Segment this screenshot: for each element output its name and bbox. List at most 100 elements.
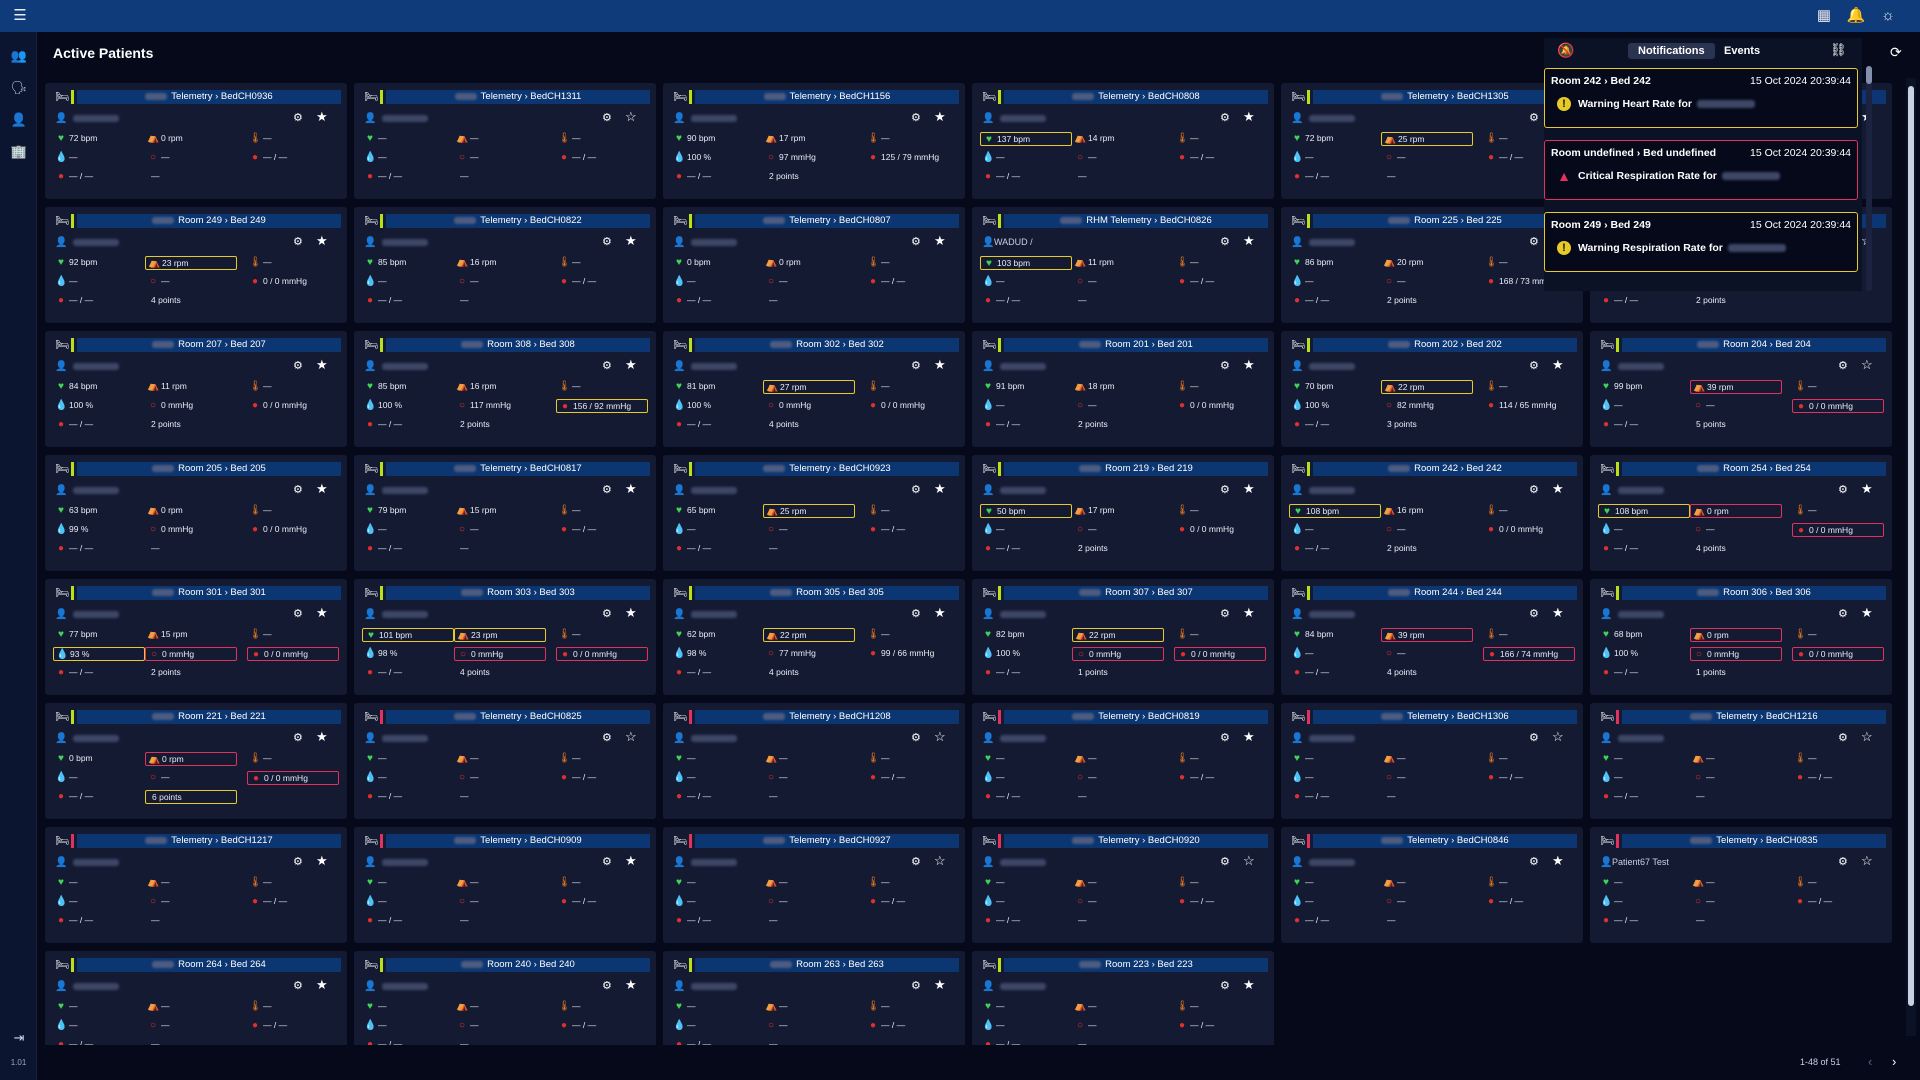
- table-icon[interactable]: ▦: [1816, 7, 1832, 24]
- patient-card[interactable]: 🛏 Room 305 › Bed 305 👤 ⚙ ★ ♥ 62 bpm ⛺ 22 rpm 🌡 — 💧 9…: [663, 579, 965, 695]
- assign-user-icon[interactable]: ⚙: [602, 112, 612, 124]
- star-filled-icon[interactable]: ★: [625, 233, 637, 248]
- patient-card[interactable]: 🛏 Room 263 › Bed 263 👤 ⚙ ★ ♥ — ⛺ — 🌡 — 💧 — ○ — ● — / — ● —…: [663, 951, 965, 1045]
- next-page-icon[interactable]: ›: [1892, 1054, 1897, 1069]
- star-filled-icon[interactable]: ★: [316, 853, 328, 868]
- star-outline-icon[interactable]: ☆: [625, 109, 637, 124]
- star-filled-icon[interactable]: ★: [1243, 233, 1255, 248]
- logout-icon[interactable]: ⇥: [13, 1030, 25, 1045]
- patient-card[interactable]: 🛏 RHM Telemetry › BedCH0826 👤WADUD / ⚙ ★ ♥ 103…: [972, 207, 1274, 323]
- star-filled-icon[interactable]: ★: [316, 977, 328, 992]
- star-filled-icon[interactable]: ★: [625, 605, 637, 620]
- patient-card[interactable]: 🛏 Room 242 › Bed 242 👤 ⚙ ★ ♥ 108 bpm ⛺ 16 rpm 🌡 — 💧…: [1281, 455, 1583, 571]
- patient-card[interactable]: 🛏 Telemetry › BedCH1216 👤 ⚙ ☆ ♥ — ⛺ — 🌡 — 💧 — ○ — ● — / …: [1590, 703, 1892, 819]
- star-filled-icon[interactable]: ★: [316, 605, 328, 620]
- assign-user-icon[interactable]: ⚙: [911, 112, 921, 124]
- star-filled-icon[interactable]: ★: [316, 357, 328, 372]
- star-filled-icon[interactable]: ★: [1861, 605, 1873, 620]
- star-filled-icon[interactable]: ★: [1552, 481, 1564, 496]
- assign-user-icon[interactable]: ⚙: [1838, 856, 1848, 868]
- patient-card[interactable]: 🛏 Telemetry › BedCH0819 👤 ⚙ ★ ♥ — ⛺ — 🌡 — 💧 — ○ — ● — / …: [972, 703, 1274, 819]
- star-filled-icon[interactable]: ★: [625, 481, 637, 496]
- patient-card[interactable]: 🛏 Telemetry › BedCH0808 👤 ⚙ ★ ♥ 137 bpm ⛺ 14 rpm…: [972, 83, 1274, 199]
- patient-card[interactable]: 🛏 Telemetry › BedCH0923 👤 ⚙ ★ ♥ 65 bpm ⛺ 25 rpm 🌡…: [663, 455, 965, 571]
- patient-card[interactable]: 🛏 Telemetry › BedCH0817 👤 ⚙ ★ ♥ 79 bpm ⛺ 15 rpm 🌡…: [354, 455, 656, 571]
- star-filled-icon[interactable]: ★: [1552, 357, 1564, 372]
- person-icon[interactable]: 👤: [10, 112, 28, 127]
- refresh-icon[interactable]: ⟳: [1890, 44, 1902, 60]
- star-filled-icon[interactable]: ★: [1243, 481, 1255, 496]
- patient-card[interactable]: 🛏 Room 201 › Bed 201 👤 ⚙ ★ ♥ 91 bpm ⛺ 18 rpm 🌡 — 💧 —…: [972, 331, 1274, 447]
- patients-icon[interactable]: 👥: [10, 48, 28, 63]
- patient-card[interactable]: 🛏 Room 244 › Bed 244 👤 ⚙ ★ ♥ 84 bpm ⛺ 39 rpm 🌡 — 💧 —…: [1281, 579, 1583, 695]
- star-outline-icon[interactable]: ☆: [1552, 729, 1564, 744]
- patient-card[interactable]: 🛏 Room 264 › Bed 264 👤 ⚙ ★ ♥ — ⛺ — 🌡 — 💧 — ○ — ● — / — ● —…: [45, 951, 347, 1045]
- prev-page-icon[interactable]: ‹: [1868, 1054, 1873, 1069]
- patient-card[interactable]: 🛏 Telemetry › BedCH0825 👤 ⚙ ☆ ♥ — ⛺ — 🌡 — 💧 — ○ — ● — / …: [354, 703, 656, 819]
- patient-card[interactable]: 🛏 Room 240 › Bed 240 👤 ⚙ ★ ♥ — ⛺ — 🌡 — 💧 — ○ — ● — / — ● —…: [354, 951, 656, 1045]
- patient-card[interactable]: 🛏 Telemetry › BedCH0920 👤 ⚙ ☆ ♥ — ⛺ — 🌡 — 💧 — ○ — ● — / …: [972, 827, 1274, 943]
- assign-user-icon[interactable]: ⚙: [911, 360, 921, 372]
- assign-user-icon[interactable]: ⚙: [293, 856, 303, 868]
- notifications-scrollbar[interactable]: [1866, 66, 1872, 291]
- assign-user-icon[interactable]: ⚙: [1220, 484, 1230, 496]
- assign-user-icon[interactable]: ⚙: [602, 732, 612, 744]
- star-filled-icon[interactable]: ★: [316, 729, 328, 744]
- assign-user-icon[interactable]: ⚙: [293, 236, 303, 248]
- star-filled-icon[interactable]: ★: [316, 109, 328, 124]
- menu-icon[interactable]: ☰: [13, 7, 27, 24]
- star-filled-icon[interactable]: ★: [934, 605, 946, 620]
- star-outline-icon[interactable]: ☆: [1243, 853, 1255, 868]
- star-filled-icon[interactable]: ★: [934, 357, 946, 372]
- patient-card[interactable]: 🛏 Telemetry › BedCH0822 👤 ⚙ ★ ♥ 85 bpm ⛺ 16 rpm 🌡…: [354, 207, 656, 323]
- patient-card[interactable]: 🛏 Room 207 › Bed 207 👤 ⚙ ★ ♥ 84 bpm ⛺ 11 rpm 🌡 — 💧 1…: [45, 331, 347, 447]
- patient-card[interactable]: 🛏 Telemetry › BedCH1311 👤 ⚙ ☆ ♥ — ⛺ — 🌡 — 💧 — ○ — ● — / …: [354, 83, 656, 199]
- patient-card[interactable]: 🛏 Telemetry › BedCH0927 👤 ⚙ ☆ ♥ — ⛺ — 🌡 — 💧 — ○ — ● — / …: [663, 827, 965, 943]
- patient-card[interactable]: 🛏 Room 249 › Bed 249 👤 ⚙ ★ ♥ 92 bpm ⛺ 23 rpm 🌡 — 💧 —…: [45, 207, 347, 323]
- people-talk-icon[interactable]: 🗣: [10, 80, 28, 95]
- star-filled-icon[interactable]: ★: [1552, 605, 1564, 620]
- notification-item[interactable]: Room undefined › Bed undefined 15 Oct 202…: [1544, 140, 1858, 200]
- star-filled-icon[interactable]: ★: [1243, 729, 1255, 744]
- assign-user-icon[interactable]: ⚙: [1220, 608, 1230, 620]
- assign-user-icon[interactable]: ⚙: [1529, 856, 1539, 868]
- assign-user-icon[interactable]: ⚙: [1529, 360, 1539, 372]
- notification-item[interactable]: Room 242 › Bed 242 15 Oct 2024 20:39:44! W…: [1544, 68, 1858, 128]
- assign-user-icon[interactable]: ⚙: [602, 856, 612, 868]
- patient-card[interactable]: 🛏 Room 308 › Bed 308 👤 ⚙ ★ ♥ 85 bpm ⛺ 16 rpm 🌡 — 💧 1…: [354, 331, 656, 447]
- patient-card[interactable]: 🛏 Room 221 › Bed 221 👤 ⚙ ★ ♥ 0 bpm ⛺ 0 rpm 🌡 — 💧 — ○ —…: [45, 703, 347, 819]
- tab-events[interactable]: Events: [1724, 45, 1761, 57]
- assign-user-icon[interactable]: ⚙: [1220, 236, 1230, 248]
- patient-card[interactable]: 🛏 Room 223 › Bed 223 👤 ⚙ ★ ♥ — ⛺ — 🌡 — 💧 — ○ — ● — / — ● —…: [972, 951, 1274, 1045]
- patient-card[interactable]: 🛏 Room 302 › Bed 302 👤 ⚙ ★ ♥ 81 bpm ⛺ 27 rpm 🌡 — 💧 1…: [663, 331, 965, 447]
- assign-user-icon[interactable]: ⚙: [293, 360, 303, 372]
- assign-user-icon[interactable]: ⚙: [602, 360, 612, 372]
- assign-user-icon[interactable]: ⚙: [1529, 608, 1539, 620]
- assign-user-icon[interactable]: ⚙: [911, 236, 921, 248]
- assign-user-icon[interactable]: ⚙: [1220, 732, 1230, 744]
- patient-card[interactable]: 🛏 Telemetry › BedCH0909 👤 ⚙ ★ ♥ — ⛺ — 🌡 — 💧 — ○ — ● — / …: [354, 827, 656, 943]
- patient-card[interactable]: 🛏 Telemetry › BedCH0835 👤Patient67 Test ⚙ ☆ ♥…: [1590, 827, 1892, 943]
- assign-user-icon[interactable]: ⚙: [602, 236, 612, 248]
- assign-user-icon[interactable]: ⚙: [602, 484, 612, 496]
- patient-card[interactable]: 🛏 Room 205 › Bed 205 👤 ⚙ ★ ♥ 63 bpm ⛺ 0 rpm 🌡 — 💧 99…: [45, 455, 347, 571]
- star-outline-icon[interactable]: ☆: [1861, 729, 1873, 744]
- star-filled-icon[interactable]: ★: [316, 233, 328, 248]
- star-filled-icon[interactable]: ★: [1243, 357, 1255, 372]
- star-filled-icon[interactable]: ★: [625, 977, 637, 992]
- assign-user-icon[interactable]: ⚙: [1529, 236, 1539, 248]
- patient-card[interactable]: 🛏 Room 307 › Bed 307 👤 ⚙ ★ ♥ 82 bpm ⛺ 22 rpm 🌡 — 💧 1…: [972, 579, 1274, 695]
- settings-icon[interactable]: ☼: [1881, 7, 1895, 24]
- star-filled-icon[interactable]: ★: [934, 233, 946, 248]
- patient-card[interactable]: 🛏Room 225 › Bed 225👤⚙☆♥86 bpm⛺20 rpm🌡—💧—…: [1281, 207, 1583, 323]
- assign-user-icon[interactable]: ⚙: [1529, 484, 1539, 496]
- tab-notifications[interactable]: Notifications: [1628, 43, 1715, 59]
- star-outline-icon[interactable]: ☆: [934, 729, 946, 744]
- assign-user-icon[interactable]: ⚙: [293, 484, 303, 496]
- assign-user-icon[interactable]: ⚙: [911, 608, 921, 620]
- alarm-bell-icon[interactable]: 🔔: [1846, 7, 1866, 24]
- patient-card[interactable]: 🛏 Telemetry › BedCH1156 👤 ⚙ ★ ♥ 90 bpm ⛺ 17 rpm 🌡…: [663, 83, 965, 199]
- patient-card[interactable]: 🛏 Room 254 › Bed 254 👤 ⚙ ★ ♥ 108 bpm ⛺ 0 rpm 🌡 — 💧 —…: [1590, 455, 1892, 571]
- patient-card[interactable]: 🛏 Room 204 › Bed 204 👤 ⚙ ☆ ♥ 99 bpm ⛺ 39 rpm 🌡 — 💧 —…: [1590, 331, 1892, 447]
- star-filled-icon[interactable]: ★: [625, 853, 637, 868]
